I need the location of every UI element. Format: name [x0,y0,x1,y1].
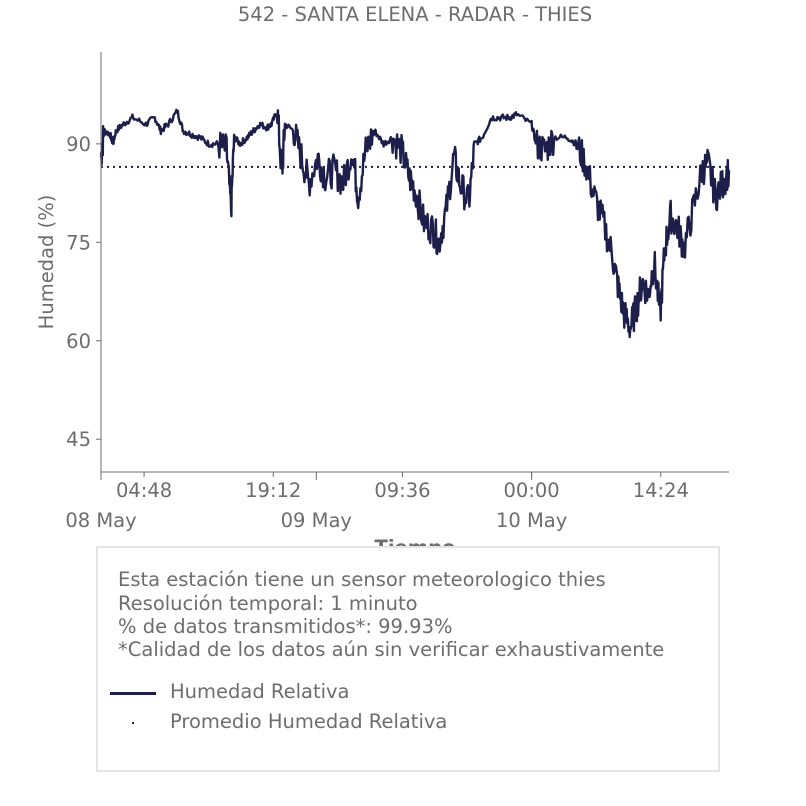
y-axis-label: Humedad (%) [35,195,58,330]
legend-line-swatch [110,692,156,695]
y-tick-label: 45 [66,428,91,451]
x-major-tick-label: 08 May [65,509,136,532]
x-tick-label: 00:00 [504,479,560,502]
chart-title: 542 - SANTA ELENA - RADAR - THIES [238,3,592,26]
info-sensor-text: Esta estación tiene un sensor meteorolog… [118,568,606,591]
y-tick-label: 75 [66,231,91,254]
y-tick-label: 90 [66,133,91,156]
y-ticks: 45 60 75 90 [66,133,101,451]
humidity-series-line [99,108,731,339]
legend-dot-swatch [132,722,134,724]
x-major-tick-label: 10 May [496,509,567,532]
x-major-tick-label: 09 May [281,509,352,532]
plot-area [99,108,731,339]
info-resolution-text: Resolución temporal: 1 minuto [118,592,418,615]
info-quality-note: *Calidad de los datos aún sin verificar … [118,638,665,661]
info-legend-box: Esta estación tiene un sensor meteorolog… [96,546,720,772]
x-tick-label: 04:48 [116,479,172,502]
x-ticks: 04:48 19:12 09:36 00:00 14:24 08 May 09 May 10 … [65,472,689,532]
legend-label-average: Promedio Humedad Relativa [170,710,448,733]
legend-label-humidity: Humedad Relativa [170,680,350,703]
info-transmitted-text: % de datos transmitidos*: 99.93% [118,615,453,638]
x-tick-label: 14:24 [633,479,689,502]
x-tick-label: 19:12 [245,479,301,502]
y-tick-label: 60 [66,330,91,353]
x-tick-label: 09:36 [374,479,430,502]
